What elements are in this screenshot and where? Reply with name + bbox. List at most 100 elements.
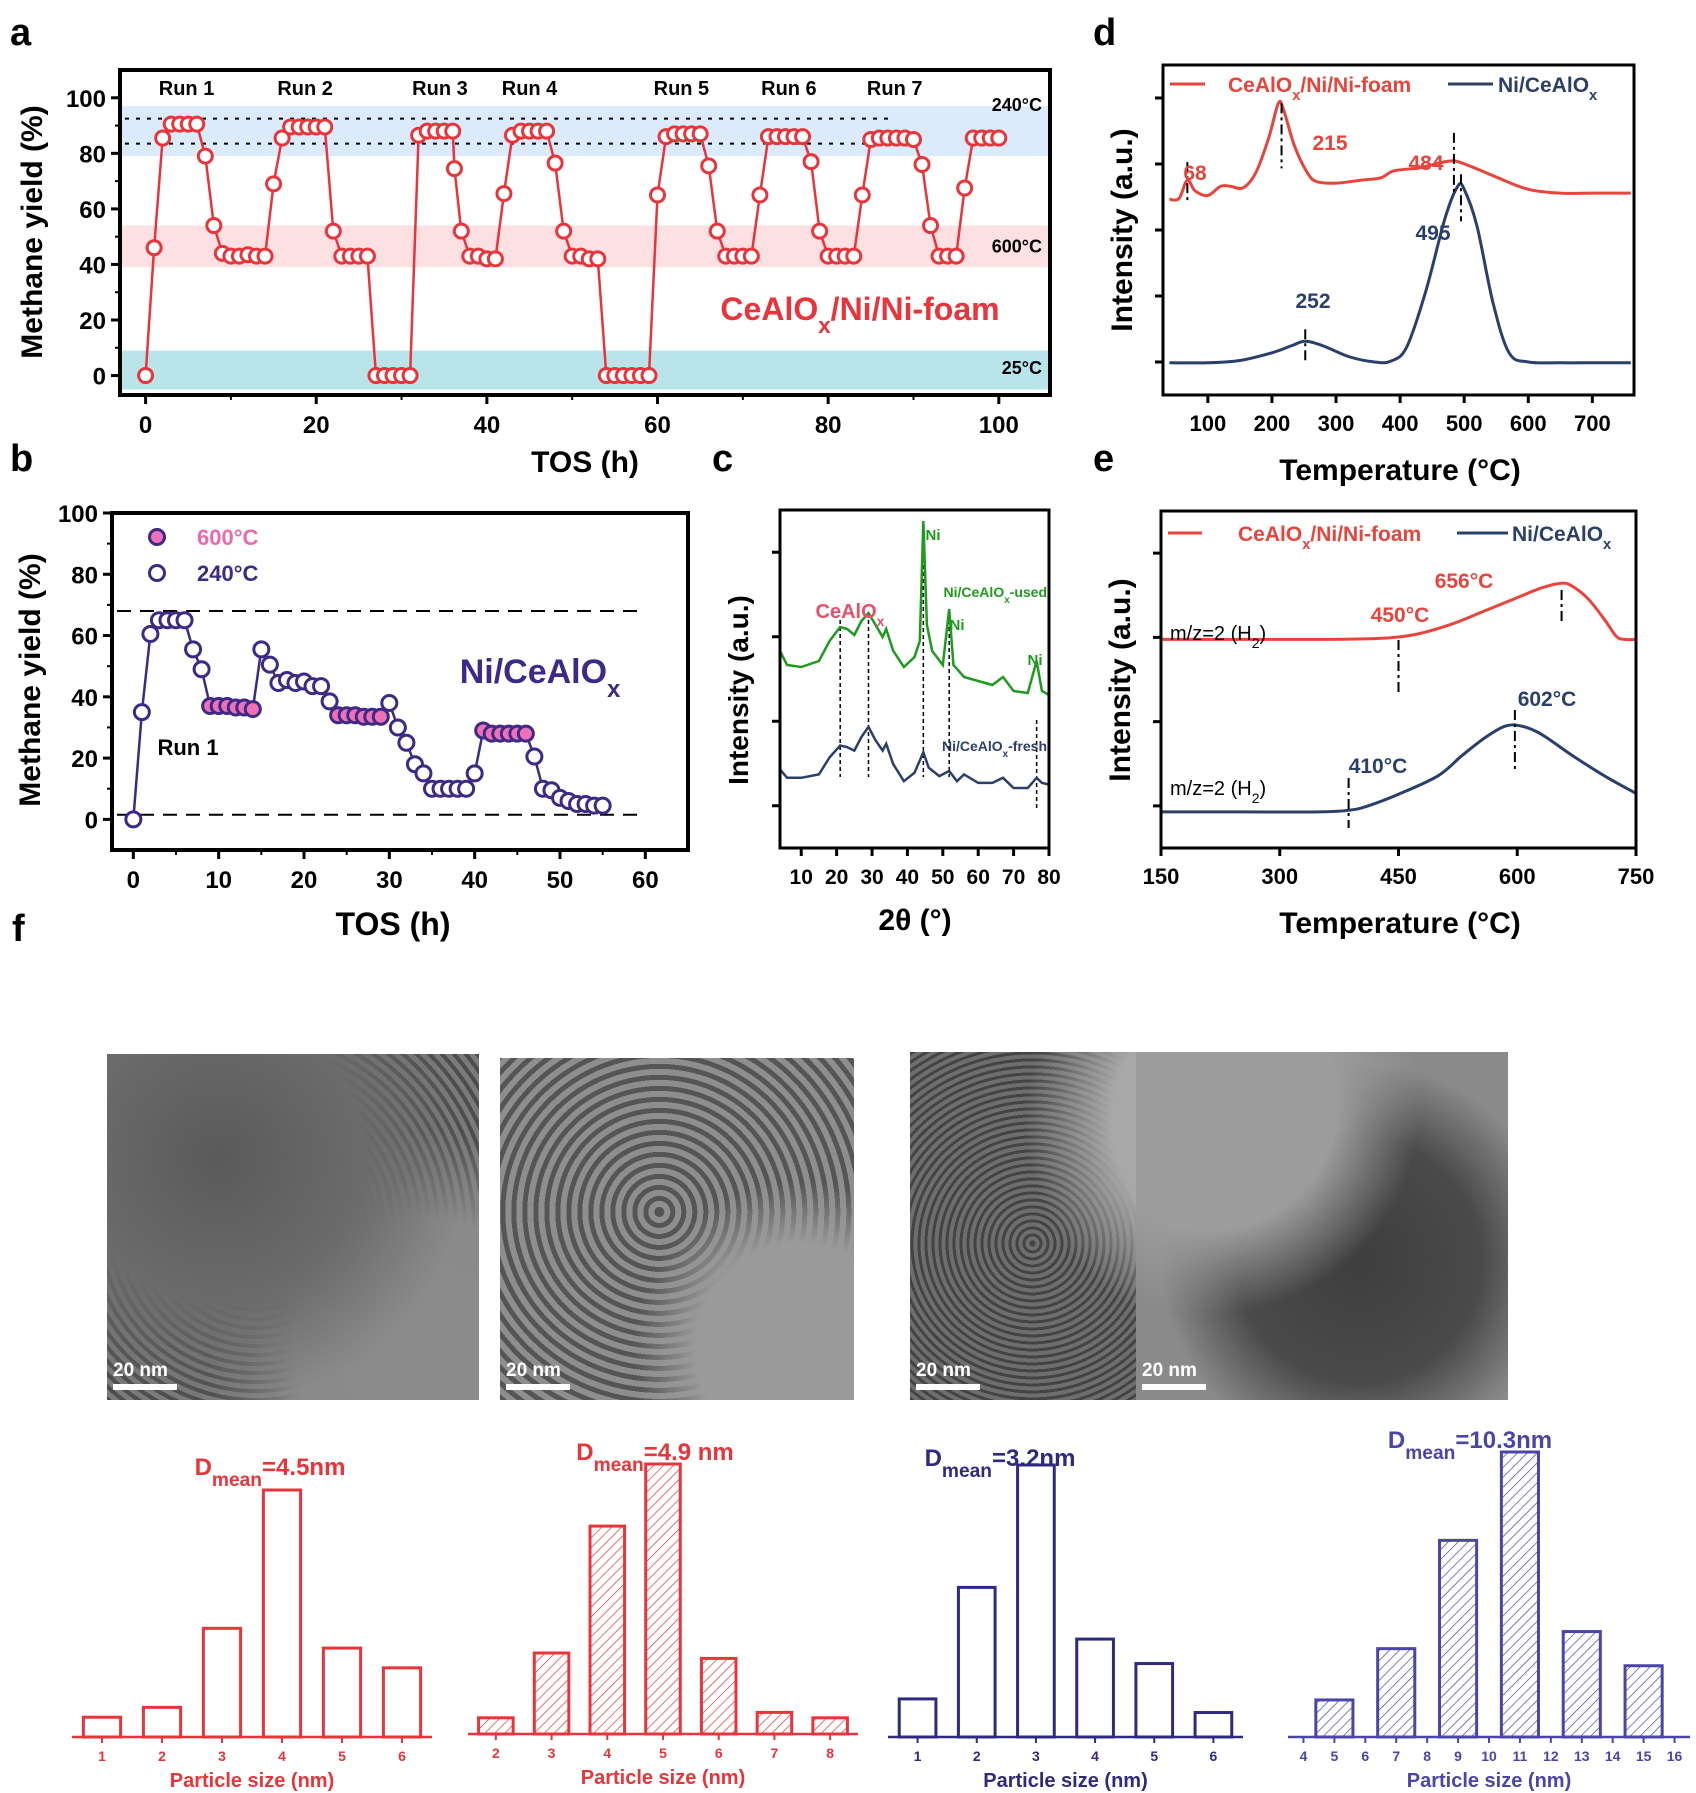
data-point bbox=[358, 247, 376, 265]
data-point bbox=[811, 222, 829, 240]
x-tick-label: 2 bbox=[973, 1748, 981, 1764]
x-axis-label: Particle size (nm) bbox=[983, 1770, 1148, 1792]
histogram-title: Dmean=4.9 nm bbox=[576, 1439, 734, 1476]
y-axis-tick-label: 0 bbox=[93, 364, 106, 391]
data-point-240C bbox=[184, 640, 203, 659]
x-tick-label: 5 bbox=[659, 1745, 667, 1761]
x-axis-tick-label: 450 bbox=[1380, 864, 1417, 889]
x-axis-tick-label: 80 bbox=[1037, 866, 1060, 889]
data-point bbox=[947, 247, 965, 265]
phase-label: CeAlOx bbox=[816, 601, 885, 629]
histogram-title: Dmean=3.2nm bbox=[925, 1445, 1076, 1482]
x-tick-label: 6 bbox=[1210, 1748, 1218, 1764]
x-tick-label: 6 bbox=[398, 1748, 406, 1764]
histogram-bar bbox=[477, 1716, 515, 1736]
data-point bbox=[589, 250, 607, 268]
data-point bbox=[853, 186, 871, 204]
tem-image-nicealox-post: 20 nm bbox=[1136, 1052, 1508, 1400]
scale-bar: 20 nm bbox=[506, 1360, 570, 1390]
band-label: 25°C bbox=[1002, 358, 1042, 378]
histogram-bar bbox=[1075, 1637, 1115, 1739]
data-point bbox=[196, 147, 214, 165]
x-tick-label: 1 bbox=[914, 1748, 922, 1764]
x-tick-label: 4 bbox=[278, 1748, 286, 1764]
run-label: Run 1 bbox=[157, 735, 218, 760]
x-axis-tick-label: 60 bbox=[632, 867, 659, 894]
x-axis-tick-label: 10 bbox=[790, 866, 813, 889]
data-point-240C bbox=[414, 764, 433, 783]
panel-label-d: d bbox=[1093, 12, 1117, 54]
x-axis-tick-label: 40 bbox=[474, 412, 501, 439]
band-label: 600°C bbox=[992, 236, 1042, 256]
x-axis-label: Particle size (nm) bbox=[170, 1770, 335, 1792]
trace-label: m/z=2 (H2) bbox=[1170, 623, 1266, 651]
data-point bbox=[273, 129, 291, 147]
histogram-bar bbox=[201, 1626, 243, 1739]
x-axis-label: Temperature (°C) bbox=[1279, 454, 1520, 487]
x-tick-label: 8 bbox=[826, 1745, 834, 1761]
legend-marker bbox=[148, 528, 166, 546]
data-point bbox=[640, 367, 658, 385]
data-point-240C bbox=[397, 733, 416, 752]
data-point-240C bbox=[388, 718, 407, 737]
x-axis-tick-label: 200 bbox=[1254, 411, 1291, 436]
x-tick-label: 12 bbox=[1543, 1748, 1559, 1764]
x-axis-tick-label: 10 bbox=[205, 867, 232, 894]
data-point-600C bbox=[516, 724, 535, 743]
x-axis-label: Temperature (°C) bbox=[1279, 907, 1520, 940]
x-tick-label: 4 bbox=[1091, 1748, 1099, 1764]
series-line-1 bbox=[1160, 723, 1637, 814]
series-line-used bbox=[778, 520, 1050, 697]
data-point-240C bbox=[525, 747, 544, 766]
panel-label-f: f bbox=[12, 908, 25, 950]
histogram-bar bbox=[141, 1705, 183, 1739]
x-axis-tick-label: 700 bbox=[1574, 411, 1611, 436]
x-axis-tick-label: 40 bbox=[896, 866, 919, 889]
histogram-bar bbox=[321, 1646, 363, 1739]
x-axis-tick-label: 100 bbox=[1189, 411, 1226, 436]
histogram-title: Dmean=4.5nm bbox=[195, 1454, 346, 1491]
x-tick-label: 13 bbox=[1574, 1748, 1590, 1764]
x-tick-label: 5 bbox=[1330, 1748, 1338, 1764]
x-axis-tick-label: 60 bbox=[644, 412, 671, 439]
y-axis-tick-label: 40 bbox=[79, 252, 106, 279]
run-label: Run 1 bbox=[159, 78, 215, 100]
histogram-bar bbox=[897, 1697, 938, 1739]
x-axis-tick-label: 20 bbox=[303, 412, 330, 439]
banner-left-title-text: 11 mol% CeAlOx/Ni/Ni-foam bbox=[261, 954, 697, 991]
x-axis-tick-label: 150 bbox=[1143, 864, 1180, 889]
series-label-used: Ni/CeAlOx-used bbox=[944, 584, 1047, 606]
data-point bbox=[708, 222, 726, 240]
histogram-bar bbox=[1376, 1647, 1417, 1739]
histogram-bar bbox=[1134, 1662, 1175, 1739]
histogram-bar bbox=[755, 1710, 794, 1736]
y-axis-tick-label: 60 bbox=[79, 197, 106, 224]
series-line-fresh bbox=[779, 724, 1050, 790]
data-point bbox=[205, 217, 223, 235]
data-point-240C bbox=[132, 703, 151, 722]
data-point bbox=[956, 179, 974, 197]
x-tick-label: 2 bbox=[492, 1745, 500, 1761]
histogram-bar bbox=[588, 1524, 627, 1736]
label-post-left: Post-cycle bbox=[574, 1005, 760, 1046]
tem-image-foam-fresh: 20 nm bbox=[107, 1054, 479, 1400]
data-point bbox=[546, 154, 564, 172]
x-tick-label: 9 bbox=[1454, 1748, 1462, 1764]
peak-label-ni: Ni bbox=[926, 527, 941, 544]
histogram-bar bbox=[644, 1462, 682, 1736]
data-point bbox=[324, 222, 342, 240]
data-point bbox=[265, 175, 283, 193]
x-tick-label: 16 bbox=[1667, 1748, 1683, 1764]
run-label: Run 6 bbox=[761, 78, 817, 100]
banner-right-title: 30 mol% Ni/CeAlOx(13 wt.% Ni/CeAlOx) bbox=[906, 953, 1658, 993]
x-tick-label: 3 bbox=[1032, 1748, 1040, 1764]
peak-label: 484 bbox=[1408, 152, 1443, 175]
run-label: Run 4 bbox=[502, 78, 558, 100]
data-point bbox=[495, 185, 513, 203]
x-axis-tick-label: 30 bbox=[376, 867, 403, 894]
data-point-240C bbox=[124, 810, 143, 829]
data-point bbox=[913, 155, 931, 173]
y-axis-tick-label: 20 bbox=[71, 746, 98, 773]
axes-frame bbox=[118, 68, 1052, 397]
y-axis-tick-label: 100 bbox=[66, 86, 106, 113]
